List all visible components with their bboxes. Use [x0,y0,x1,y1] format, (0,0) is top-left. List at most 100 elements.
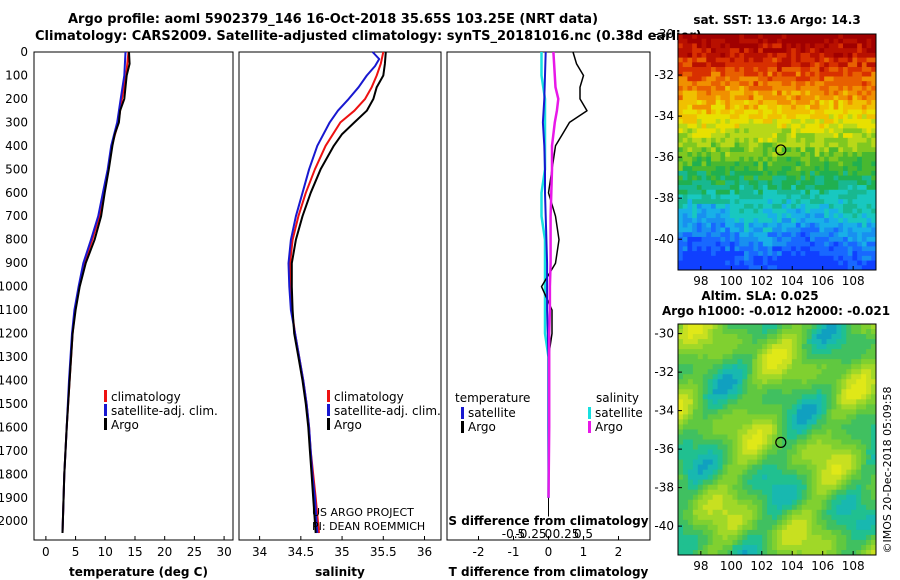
sla-map-cell [866,549,872,556]
sla-map-cell [801,494,808,501]
sst-map-cell [682,156,688,162]
sla-map-cell [742,494,748,501]
sla-map-cell [851,334,857,340]
sst-map-cell [777,236,783,243]
sla-map-cell [737,509,743,516]
sla-map-cell [762,514,768,521]
sla-map-cell [747,419,753,425]
sla-map-cell [747,424,753,430]
sst-map-cell [828,246,834,252]
sla-map-cell [767,374,773,380]
sst-map-cell [871,147,877,153]
sla-map-cell [866,434,872,440]
sst-map-cell [857,85,863,92]
sla-map-cell [831,374,837,380]
sla-map-cell [816,359,822,365]
sla-map-cell [841,504,847,511]
sla-map-cell [777,474,783,481]
sla-map-cell [737,484,743,491]
sla-map-cell [722,324,728,330]
sla-map-cell [722,479,728,486]
sst-map-cell [696,109,702,115]
sst-map-cell [824,137,830,143]
sla-map-cell [732,549,738,556]
sla-map-cell [826,549,832,556]
sla-map-cell [702,394,709,400]
sst-map-cell [824,109,830,115]
sst-map-cell [692,81,698,87]
sla-map-cell [816,344,822,350]
sla-map-cell [841,429,847,435]
sst-map-cell [701,147,707,153]
sla-map-cell [861,434,867,440]
sst-map-cell [720,199,726,205]
sla-map-cell [777,499,783,506]
sst-map-cell [847,71,853,77]
sst-map-cell [819,114,825,120]
sst-map-cell [725,142,731,148]
sla-map-cell [811,499,817,506]
sla-map-cell [737,349,743,355]
sst-map-cell [753,109,759,115]
sst-map-cell [847,175,853,181]
sla-map-cell [866,469,872,476]
sst-map-cell [682,133,688,139]
sla-map-cell [692,469,699,476]
sst-map-cell [861,180,867,186]
sst-map-cell [748,81,754,87]
sst-map-cell [814,265,820,271]
sst-map-cell [810,199,816,205]
sst-map-cell [762,170,768,176]
sst-map-cell [739,246,745,252]
sla-map-cell [692,519,699,526]
sla-map-cell [697,509,704,516]
sst-map-cell [795,142,801,148]
sal-legend-swatch [327,404,330,416]
sla-map-cell [856,334,862,340]
sla-map-cell [836,484,842,491]
sst-map-cell [828,208,834,214]
sst-map-cell [715,246,721,252]
sst-map-cell [725,180,731,186]
sst-map-cell [871,251,877,257]
sst-map-cell [838,100,844,106]
sla-map-cell [702,474,709,481]
sst-map-cell [805,246,811,252]
sla-map-cell [871,454,877,460]
sst-map-cell [861,222,867,228]
sla-map-cell [712,414,718,420]
sst-map-cell [791,142,797,148]
sla-map-cell [831,359,837,365]
sst-map-cell [701,100,707,106]
sla-map-cell [707,534,714,541]
sla-map-cell [737,479,743,486]
depth-tick-label: 1800 [0,467,28,481]
sst-map-cell [777,208,783,214]
sdiff-legend-swatch [588,407,591,419]
sst-map-cell [715,189,721,195]
sst-map-cell [758,71,764,77]
sla-map-cell [692,389,699,395]
tdiff-axis-label: T difference from climatology [449,565,649,579]
sst-map-cell [833,236,839,243]
sst-map-cell [819,152,825,158]
sla-map-cell [707,404,714,410]
sla-map-cell [697,439,704,445]
sla-map-cell [811,449,817,455]
sla-map-cell [757,369,763,375]
sst-map-cell [744,265,750,271]
sst-map-cell [786,222,792,228]
sla-map-lat-tick-label: -32 [654,365,674,379]
sla-map-cell [747,359,753,365]
sla-map-cell [831,334,837,340]
sst-map-cell [725,34,731,40]
sla-map-cell [821,324,827,330]
sla-map-cell [811,484,817,491]
sla-map-cell [871,449,877,455]
sla-map-cell [856,324,862,330]
sst-map-cell [744,218,750,224]
sla-map-cell [742,504,748,511]
sst-map-cell [795,227,801,233]
sst-map-cell [715,76,721,82]
sla-map-cell [816,334,822,340]
